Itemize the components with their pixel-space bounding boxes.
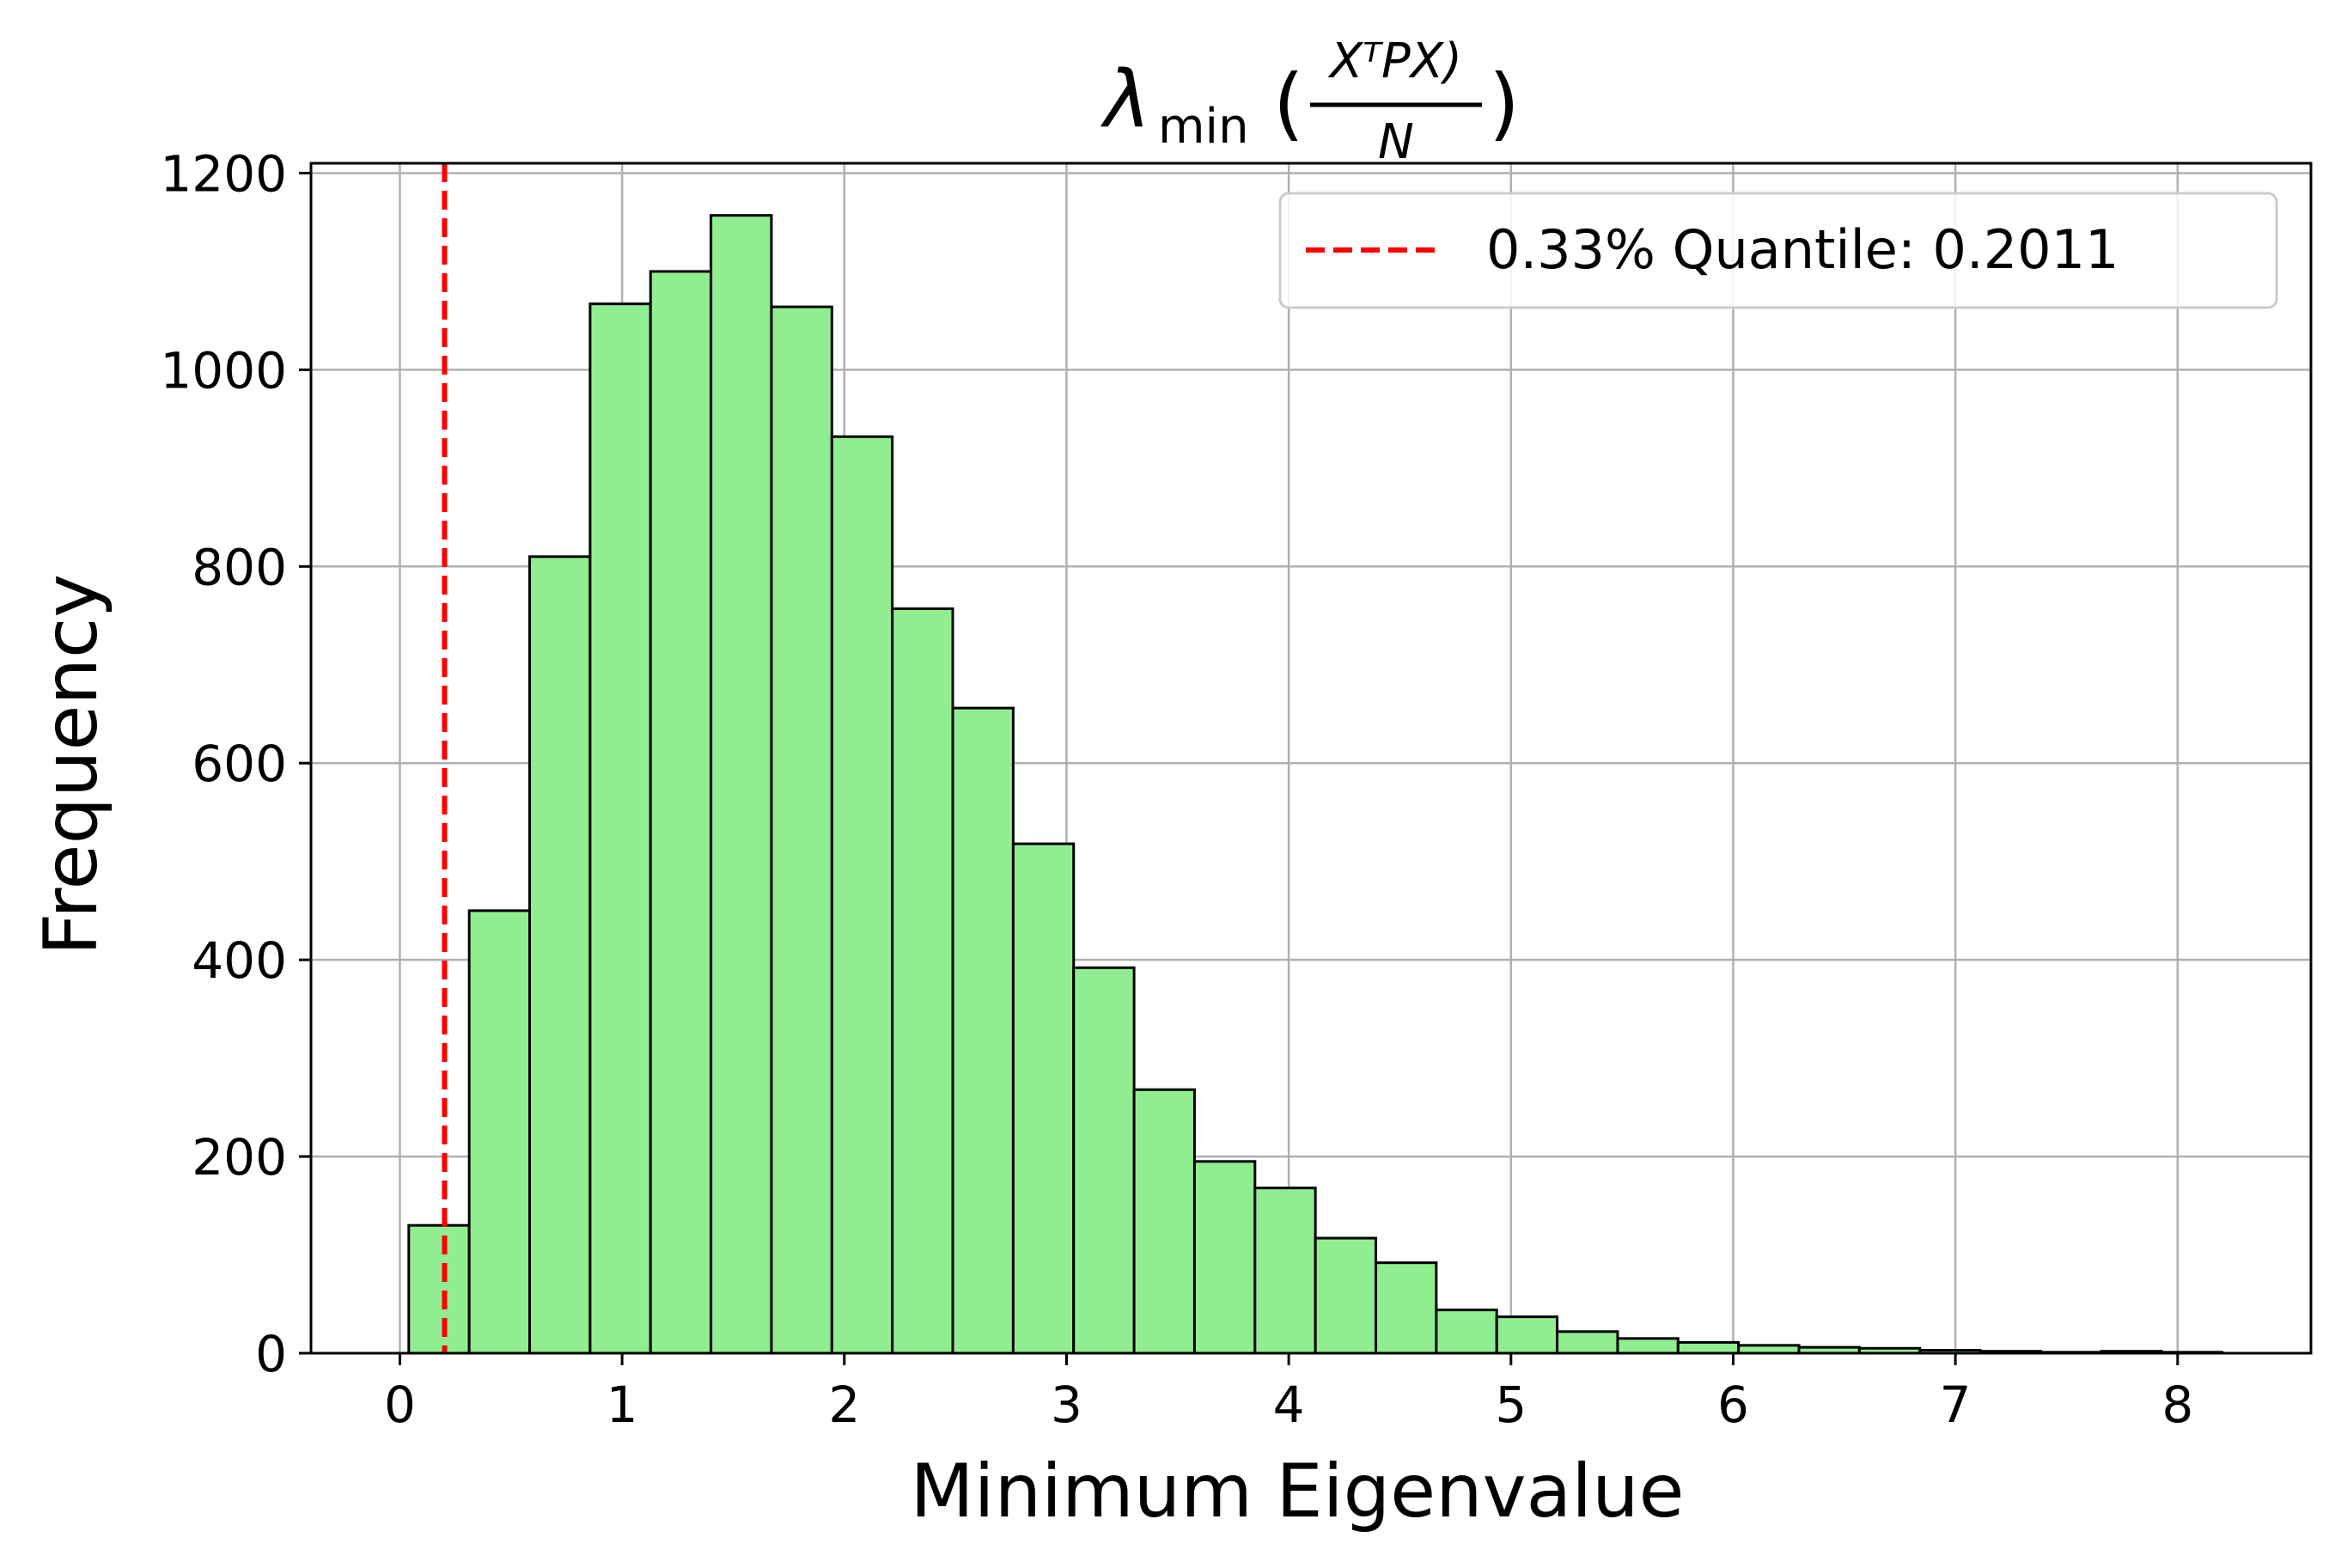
x-tick-label: 4 <box>1273 1376 1305 1434</box>
y-tick-label: 200 <box>192 1128 287 1187</box>
x-tick-label: 3 <box>1051 1376 1082 1434</box>
y-tick-label: 600 <box>192 735 287 793</box>
axis-ticks: 0 1 2 3 4 5 6 7 8 0 200 400 600 800 1000 1200 <box>160 144 2193 1434</box>
histogram-bar <box>1676 1340 1741 1355</box>
x-axis-label: Minimum Eigenvalue <box>910 1449 1684 1534</box>
title-open-paren: ( <box>1273 58 1304 149</box>
x-tick-label: 7 <box>1940 1376 1972 1434</box>
histogram-bar <box>528 555 592 1355</box>
histogram-bar <box>1375 1261 1438 1355</box>
x-tick-label: 5 <box>1495 1376 1527 1434</box>
histogram-bar <box>770 305 833 1355</box>
legend-box <box>1278 192 2278 309</box>
histogram-bar <box>1132 1088 1196 1355</box>
title-subscript: min <box>1158 99 1249 155</box>
histogram-bar <box>1011 842 1076 1355</box>
y-tick-label: 400 <box>192 931 287 990</box>
histogram-bar <box>951 706 1015 1355</box>
legend: 0.33% Quantile: 0.2011 <box>1278 192 2278 309</box>
chart-title: λ min ( XᵀPX) N ) <box>1100 34 1520 170</box>
histogram-bar <box>1253 1187 1317 1355</box>
x-tick-label: 8 <box>2161 1376 2193 1434</box>
histogram-bar <box>830 435 894 1355</box>
histogram-bar <box>1616 1337 1680 1355</box>
histogram-bar <box>1192 1160 1257 1355</box>
x-tick-label: 6 <box>1717 1376 1749 1434</box>
y-tick-label: 0 <box>255 1325 287 1383</box>
histogram-bar <box>1314 1236 1378 1355</box>
histogram-bar <box>710 214 773 1355</box>
title-close-paren: ) <box>1489 58 1520 149</box>
x-tick-label: 1 <box>607 1376 638 1434</box>
title-numerator: XᵀPX) <box>1327 34 1462 89</box>
y-axis-label: Frequency <box>28 574 114 955</box>
axes-frame <box>309 162 2313 1355</box>
histogram-bar <box>588 302 652 1355</box>
histogram-bar <box>407 1223 471 1355</box>
y-tick-label: 1000 <box>160 341 287 400</box>
title-denominator: N <box>1378 114 1414 170</box>
histogram-bar <box>649 270 713 1355</box>
legend-label: 0.33% Quantile: 0.2011 <box>1486 218 2119 281</box>
histogram-bar <box>1556 1330 1619 1355</box>
histogram-bar <box>1495 1315 1559 1355</box>
y-tick-label: 800 <box>192 538 287 596</box>
x-tick-label: 0 <box>384 1376 416 1434</box>
histogram-bar <box>467 909 532 1355</box>
y-tick-label: 1200 <box>160 144 287 203</box>
title-lambda: λ <box>1100 53 1150 145</box>
histogram-bar <box>1435 1309 1498 1355</box>
histogram-bar <box>891 607 954 1355</box>
x-tick-label: 2 <box>828 1376 860 1434</box>
histogram-bar <box>1072 966 1136 1355</box>
